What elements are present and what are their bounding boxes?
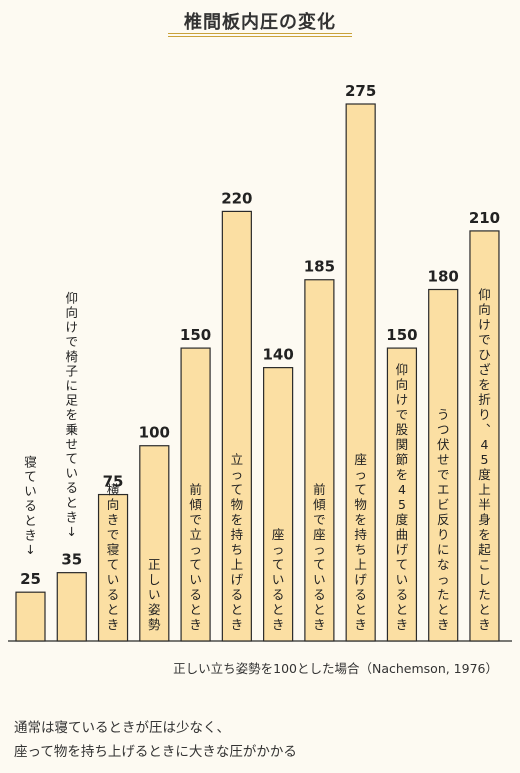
data-label: 35 [61, 551, 82, 569]
category-label: うつ伏せでエビ反りになったとき [437, 407, 450, 632]
bar [97, 493, 129, 642]
category-label: 横向きで寝ているとき [107, 482, 120, 632]
category-label: 座って物を持ち上げるとき [354, 452, 367, 632]
bar [386, 347, 418, 642]
bar [56, 572, 87, 642]
bar [304, 279, 335, 642]
title-rule [168, 33, 352, 34]
bar [139, 445, 170, 642]
data-label: 100 [139, 424, 170, 442]
data-label: 185 [304, 258, 335, 276]
chart-note: 正しい立ち姿勢を100とした場合（Nachemson, 1976） [173, 661, 498, 676]
data-label: 210 [469, 209, 500, 227]
bar [221, 210, 252, 642]
data-label: 150 [386, 326, 417, 344]
data-label: 75 [103, 473, 124, 491]
data-label: 275 [345, 82, 376, 100]
category-label-outside: 寝ているとき↓ [24, 454, 37, 557]
data-label: 140 [262, 346, 293, 364]
bar [15, 591, 46, 642]
data-label: 150 [180, 326, 211, 344]
category-label: 前傾で座っているとき [313, 482, 326, 632]
category-label: 仰向けでひざを折り︑ 4 5 度上半身を起こしたとき [478, 287, 491, 632]
category-label: 仰向けで股関節を 4 5 度曲げているとき [396, 362, 409, 632]
category-label: 立って物を持ち上げるとき [231, 452, 244, 632]
caption: 通常は寝ているときが圧は少なく、 座って物を持ち上げるときに大きな圧がかかる [14, 716, 514, 764]
data-label: 180 [428, 268, 459, 286]
category-label: 前傾で立っているとき [189, 482, 202, 632]
bar [469, 230, 500, 642]
bar [180, 347, 211, 642]
category-label: 座っているとき [272, 527, 285, 632]
data-label: 25 [20, 570, 41, 588]
data-label: 220 [221, 189, 252, 207]
caption-line-1: 通常は寝ているときが圧は少なく、 [14, 720, 230, 736]
bar [428, 288, 459, 642]
bar [345, 103, 376, 642]
category-label-outside: 仰向けで椅子に足を乗せているとき↓ [66, 290, 79, 539]
bar [263, 367, 294, 642]
chart-title: 椎間板内圧の変化 [184, 12, 336, 33]
title-rule [168, 36, 352, 37]
caption-line-2: 座って物を持ち上げるときに大きな圧がかかる [14, 744, 297, 760]
category-label: 正しい姿勢 [148, 557, 161, 632]
